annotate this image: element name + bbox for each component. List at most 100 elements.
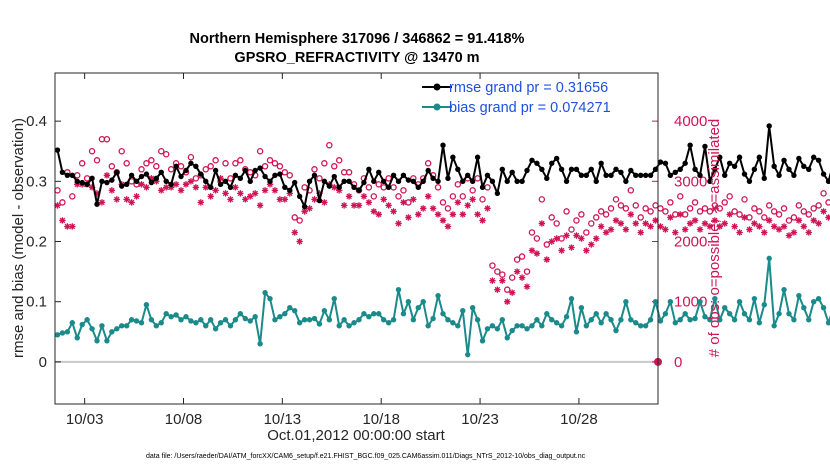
bias-point <box>608 317 614 323</box>
possible-point <box>276 163 284 170</box>
bias-point <box>820 305 827 311</box>
possible-point <box>202 166 209 173</box>
assimilated-point <box>484 205 491 212</box>
rmse-point <box>697 172 703 179</box>
rmse-point <box>667 172 674 179</box>
x-tick-label: 10/23 <box>461 411 499 428</box>
bias-point <box>445 317 451 323</box>
possible-point <box>676 193 684 200</box>
bias-point <box>647 317 654 323</box>
possible-point <box>331 163 338 170</box>
possible-point <box>775 211 783 218</box>
bias-point <box>94 338 100 344</box>
bias-point <box>336 323 342 329</box>
bias-point <box>395 286 402 293</box>
assimilated-point <box>810 217 817 224</box>
bias-point <box>148 317 155 323</box>
assimilated-point <box>360 193 368 200</box>
assimilated-point <box>622 226 630 233</box>
rmse-point <box>69 172 75 179</box>
assimilated-point <box>825 214 830 221</box>
possible-point <box>232 160 239 167</box>
possible-point <box>246 169 254 176</box>
rmse-point <box>351 184 357 191</box>
assimilated-point <box>681 226 689 233</box>
possible-point <box>69 193 76 200</box>
bias-point <box>455 323 461 329</box>
assimilated-point <box>434 211 442 218</box>
x-axis-label: Oct.01,2012 00:00:00 start <box>267 427 445 444</box>
assimilated-point <box>123 196 130 203</box>
possible-point <box>815 202 822 209</box>
possible-point <box>261 163 269 170</box>
bias-point <box>237 311 244 317</box>
possible-point <box>78 160 86 167</box>
bias-point <box>796 292 802 299</box>
bias-point <box>410 317 417 323</box>
rmse-point <box>766 123 772 129</box>
assimilated-point <box>657 223 664 230</box>
rmse-point <box>801 163 807 169</box>
assimilated-point <box>64 223 71 230</box>
bias-point <box>692 315 698 322</box>
rmse-point <box>415 184 421 191</box>
assimilated-point <box>637 229 644 236</box>
assimilated-point <box>345 193 353 200</box>
bias-point <box>306 317 313 323</box>
bias-point <box>326 317 333 323</box>
possible-point <box>59 199 66 206</box>
rmse-point <box>593 178 599 185</box>
assimilated-point <box>375 211 382 218</box>
rmse-point <box>306 178 313 185</box>
assimilated-point <box>167 184 175 191</box>
rmse-point <box>652 166 659 172</box>
rmse-point <box>494 190 501 197</box>
assimilated-point <box>573 232 580 239</box>
assimilated-point <box>543 256 550 263</box>
possible-point <box>592 214 600 221</box>
bias-point <box>469 305 476 311</box>
bias-point <box>277 314 283 320</box>
possible-point <box>612 196 620 203</box>
possible-point <box>553 220 560 227</box>
possible-point <box>780 205 788 212</box>
left-tick-label: 0.4 <box>26 113 47 130</box>
bias-point <box>717 317 723 323</box>
possible-point <box>321 160 328 167</box>
bias-point <box>509 327 515 334</box>
possible-point <box>736 211 743 218</box>
assimilated-point <box>795 217 803 224</box>
rmse-point <box>430 175 436 182</box>
rmse-point <box>731 163 738 169</box>
possible-point <box>741 196 748 203</box>
assimilated-point <box>202 184 209 191</box>
bias-point <box>702 314 708 320</box>
rmse-point <box>534 160 540 166</box>
possible-point <box>454 181 462 188</box>
rmse-point <box>751 166 758 172</box>
bias-point <box>222 317 229 323</box>
rmse-point <box>756 154 763 160</box>
assimilated-point <box>69 223 76 230</box>
possible-point <box>375 181 382 188</box>
rmse-point <box>133 178 140 185</box>
rmse-point <box>89 175 95 182</box>
rmse-point <box>173 163 179 169</box>
rmse-point <box>692 166 698 172</box>
bias-point <box>198 317 204 323</box>
bias-point <box>657 318 664 324</box>
bias-point <box>119 323 125 329</box>
assimilated-point <box>474 211 481 218</box>
rmse-point <box>420 178 426 185</box>
bias-point <box>203 323 209 329</box>
bias-point <box>59 330 66 336</box>
assimilated-point <box>588 241 595 248</box>
possible-point <box>88 147 96 155</box>
assimilated-point <box>222 190 229 197</box>
rmse-point <box>346 178 352 185</box>
assimilated-point <box>380 196 387 203</box>
possible-point <box>489 262 496 269</box>
rmse-point <box>277 171 283 177</box>
assimilated-point <box>163 184 170 191</box>
rmse-point <box>440 142 446 148</box>
